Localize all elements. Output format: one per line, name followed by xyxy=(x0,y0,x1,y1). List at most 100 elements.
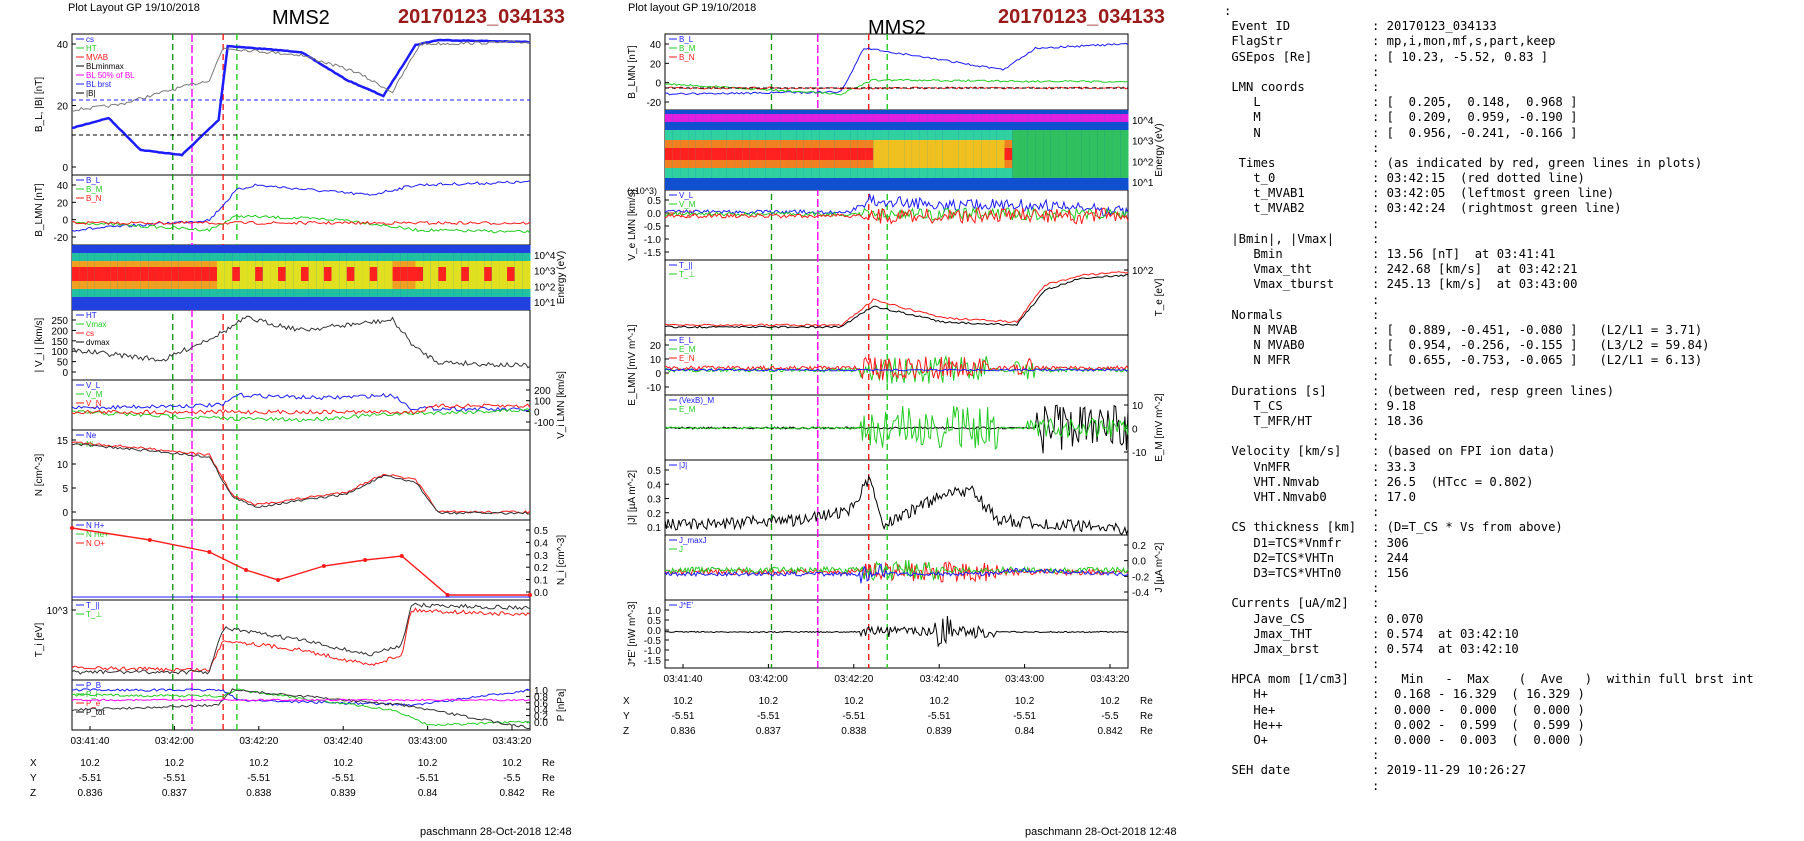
info-row: M: [ 0.209, 0.959, -0.190 ] xyxy=(1224,110,1754,125)
y-axis-label: J*E' [nW m^-3] xyxy=(627,601,638,667)
spec-top xyxy=(834,114,843,122)
spec-top xyxy=(765,114,774,122)
spec-peak xyxy=(400,267,409,281)
legend-entry: V_L xyxy=(86,381,101,390)
y-tick-label: 0.8 xyxy=(534,692,548,703)
y-tick-label: 10 xyxy=(1132,401,1144,412)
y-tick-label: 0 xyxy=(655,369,661,380)
position-value: 10.2 xyxy=(759,696,779,707)
spec-top xyxy=(796,114,805,122)
spec-peak xyxy=(757,148,766,160)
position-axis-label: Z xyxy=(30,788,36,799)
panel-frame xyxy=(71,309,531,381)
spec-peak xyxy=(827,148,836,160)
legend-entry: BL 50% of BL xyxy=(86,71,135,80)
position-value: -5.5 xyxy=(1101,711,1119,722)
spec-top xyxy=(734,114,743,122)
info-row: t_MVAB1: 03:42:05 (leftmost green line) xyxy=(1224,186,1754,201)
spec-top xyxy=(1073,114,1083,122)
y-axis-label: | V_i | [km/s] xyxy=(34,317,45,372)
spec-peak xyxy=(461,267,470,281)
spec-top xyxy=(680,114,689,122)
position-value: -5.51 xyxy=(672,711,695,722)
spec-peak xyxy=(1004,148,1013,160)
y-tick-label: -100 xyxy=(534,418,554,429)
y-axis-label: Energy (eV) xyxy=(556,251,567,304)
panel-frame xyxy=(71,429,531,521)
spec-peak xyxy=(125,267,134,281)
spec-top xyxy=(965,114,975,122)
info-value: : xyxy=(1372,368,1380,383)
x-tick-label: 03:43:00 xyxy=(408,736,447,747)
position-value: 10.2 xyxy=(249,758,269,769)
spec-peak xyxy=(726,148,735,160)
spec-peak xyxy=(140,267,149,281)
position-value: 0.837 xyxy=(756,726,781,737)
spec-peak xyxy=(392,267,401,281)
y-tick-label: -0.4 xyxy=(1132,588,1150,599)
y-tick-label: 0.2 xyxy=(534,563,548,574)
position-value: 0.837 xyxy=(162,788,187,799)
t-perp-trace xyxy=(71,602,531,675)
spec-core xyxy=(270,261,279,289)
info-row: H+: 0.168 - 16.329 ( 16.329 ) xyxy=(1224,687,1754,702)
spec-peak xyxy=(711,148,720,160)
info-value: : xyxy=(1372,505,1380,520)
spec-top xyxy=(1035,114,1044,122)
spec-top xyxy=(1066,114,1075,122)
ve-n-trace xyxy=(664,207,1129,225)
spec-top xyxy=(665,114,674,122)
legend-entry: cs xyxy=(86,329,94,338)
x-tick-label: 03:43:20 xyxy=(493,736,532,747)
y-tick-label: 250 xyxy=(51,316,68,327)
j-magnitude-trace xyxy=(664,474,1129,536)
x-tick-label: 03:42:40 xyxy=(920,674,959,685)
info-value: : 306 xyxy=(1372,535,1409,550)
info-value: : [ 0.954, -0.256, -0.155 ] (L3/L2 = 59.… xyxy=(1372,338,1710,353)
nh-trace xyxy=(71,527,530,596)
info-value: : (as indicated by red, green lines in p… xyxy=(1372,155,1703,170)
y-axis-label: V_i LMN [km/s] xyxy=(556,371,567,439)
spec-peak xyxy=(278,267,287,281)
info-value: : Min - Max ( Ave ) within full brst int xyxy=(1372,672,1754,687)
info-row: Durations [s]: (between red, resp green … xyxy=(1224,384,1754,399)
info-value: : [ 0.205, 0.148, 0.968 ] xyxy=(1372,95,1578,110)
info-row: CS thickness [km]: (D=T_CS * Vs from abo… xyxy=(1224,520,1754,535)
spec-top xyxy=(973,114,982,122)
legend-entry: T_⊥ xyxy=(86,610,102,619)
y-tick-label: 10 xyxy=(57,460,69,471)
info-row: D1=TCS*Vnmfr: 306 xyxy=(1224,536,1754,551)
nh-marker xyxy=(321,564,326,568)
spec-top xyxy=(1004,114,1013,122)
t-par-trace xyxy=(71,607,531,673)
em-trace xyxy=(664,368,1129,372)
legend-entry: E_M xyxy=(679,345,696,354)
legend-entry: BLminmax xyxy=(86,62,124,71)
bm-trace xyxy=(664,78,1129,96)
spec-peak xyxy=(834,148,843,160)
info-value: : 03:42:15 (red dotted line) xyxy=(1372,171,1585,186)
info-value: : (between red, resp green lines) xyxy=(1372,383,1615,398)
legend-entry: V_M xyxy=(679,200,696,209)
info-key: Vmax_tht xyxy=(1224,262,1313,277)
info-value: : 03:42:24 (rightmost green line) xyxy=(1372,201,1622,216)
position-value: -5.51 xyxy=(928,711,951,722)
info-value: : 20170123_034133 xyxy=(1372,19,1497,34)
position-axis-label: X xyxy=(30,758,37,769)
pb-trace xyxy=(71,688,531,707)
info-row: HPCA mom [1/cm3]: Min - Max ( Ave ) with… xyxy=(1224,672,1754,687)
legend-entry: E_N xyxy=(679,354,695,363)
info-value: : xyxy=(1372,64,1380,79)
panel-frame xyxy=(71,379,531,431)
info-key: GSEpos [Re] xyxy=(1224,49,1313,64)
spec-band xyxy=(1058,130,1067,178)
info-value: : 9.18 xyxy=(1372,398,1417,413)
y-tick-label: -10 xyxy=(647,383,662,394)
spec-top xyxy=(749,114,759,122)
spec-core xyxy=(950,140,959,168)
spec-peak xyxy=(688,148,697,160)
legend-entry: J xyxy=(679,545,683,554)
spec-peak xyxy=(94,267,104,281)
info-key: t_MVAB1 xyxy=(1224,186,1305,201)
spec-top xyxy=(842,114,851,122)
